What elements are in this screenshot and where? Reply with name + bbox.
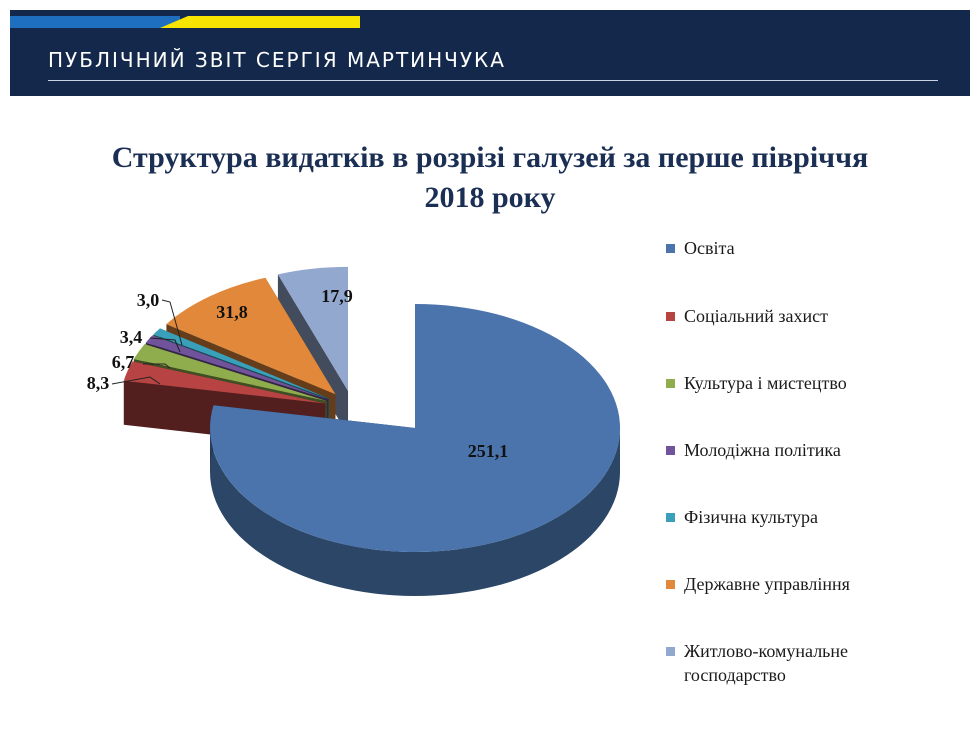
slice-top-culture xyxy=(133,344,327,402)
data-label-education: 251,1 xyxy=(468,441,509,461)
legend-label-physical-culture: Фізична культура xyxy=(684,507,818,527)
slice-top-housing-utilities xyxy=(277,266,349,391)
legend-label-housing-utilities: Житлово-комунальне господарство xyxy=(684,641,849,685)
legend-swatch-physical-culture xyxy=(666,513,675,522)
slice-top-social-protection xyxy=(123,361,326,404)
header-title: ПУБЛІЧНИЙ ЗВІТ СЕРГІЯ МАРТИНЧУКА xyxy=(48,48,506,72)
header-stripe-blue xyxy=(10,16,180,28)
legend-label-youth-policy: Молодіжна політика xyxy=(684,440,841,460)
slide-header: ПУБЛІЧНИЙ ЗВІТ СЕРГІЯ МАРТИНЧУКА xyxy=(10,10,970,96)
legend-swatch-housing-utilities xyxy=(666,647,675,656)
slice-rim-education xyxy=(210,428,620,596)
leader-line-youth-policy xyxy=(149,337,181,353)
header-stripe-yellow xyxy=(160,16,360,28)
chart-title-line1: Структура видатків в розрізі галузей за … xyxy=(111,141,869,174)
legend-swatch-culture xyxy=(666,379,675,388)
chart-title-line2: 2018 року xyxy=(424,181,556,214)
legend-swatch-education xyxy=(666,244,675,253)
leader-line-physical-culture xyxy=(161,299,183,346)
slice-top-public-administration xyxy=(166,277,336,395)
data-label-public-administration: 31,8 xyxy=(216,302,248,322)
legend-swatch-youth-policy xyxy=(666,446,675,455)
header-divider xyxy=(48,80,938,81)
data-label-culture: 6,7 xyxy=(112,352,135,372)
data-label-youth-policy: 3,4 xyxy=(120,327,143,347)
data-label-physical-culture: 3,0 xyxy=(137,290,160,310)
legend-swatch-public-administration xyxy=(666,580,675,589)
leader-line-social-protection xyxy=(111,376,161,385)
legend-label-public-administration: Державне управління xyxy=(684,574,850,594)
legend-swatch-social-protection xyxy=(666,312,675,321)
pie-slice-education xyxy=(210,304,621,596)
slice-top-physical-culture xyxy=(153,328,329,399)
legend-label-culture: Культура і мистецтво xyxy=(684,373,847,393)
leader-line-culture xyxy=(143,363,171,369)
chart-title: Структура видатків в розрізі галузей за … xyxy=(0,138,980,218)
legend-label-social-protection: Соціальний захист xyxy=(684,306,828,326)
slice-top-education xyxy=(210,304,621,553)
data-label-housing-utilities: 17,9 xyxy=(321,286,353,306)
slice-top-youth-policy xyxy=(145,335,328,400)
data-label-social-protection: 8,3 xyxy=(87,373,110,393)
legend-label-education: Освіта xyxy=(684,238,735,258)
